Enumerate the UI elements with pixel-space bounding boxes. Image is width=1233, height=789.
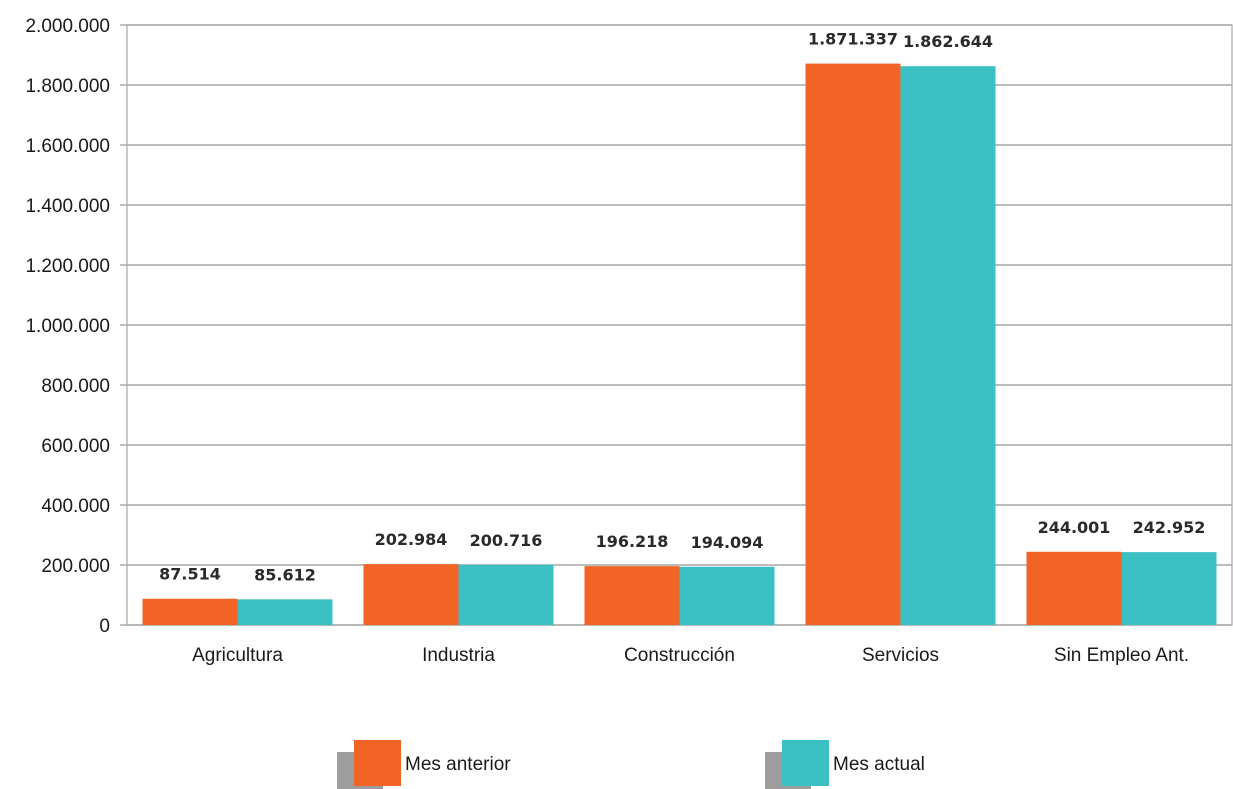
y-tick-label: 2.000.000 <box>25 16 110 37</box>
bars <box>142 63 1217 626</box>
bar-mes-anterior <box>1026 551 1122 625</box>
legend: Mes anterior Mes actual <box>337 740 925 789</box>
data-label: 242.952 <box>1133 518 1206 537</box>
legend-swatch-line <box>362 761 396 766</box>
bar-mes-anterior <box>142 598 238 625</box>
x-category-label: Industria <box>422 645 495 666</box>
data-label: 244.001 <box>1038 518 1111 537</box>
x-axis-category-labels: Agricultura Industria Construcción Servicio… <box>192 645 1189 666</box>
x-category-label: Servicios <box>862 645 939 666</box>
y-tick-label: 600.000 <box>41 436 110 457</box>
x-category-label: Agricultura <box>192 645 283 666</box>
legend-swatch-line <box>790 761 824 766</box>
bar-mes-anterior <box>805 63 901 626</box>
data-labels: 87.514 85.612 202.984 200.716 196.218 194.094… <box>159 30 1205 585</box>
y-tick-label: 0 <box>99 616 110 637</box>
bar-mes-actual <box>458 564 554 625</box>
legend-label: Mes actual <box>833 754 925 775</box>
data-label: 202.984 <box>375 530 448 549</box>
y-tick-label: 1.800.000 <box>25 76 110 97</box>
bar-mes-actual <box>237 599 333 625</box>
y-tick-label: 1.600.000 <box>25 136 110 157</box>
y-tick-label: 200.000 <box>41 556 110 577</box>
y-tick-label: 400.000 <box>41 496 110 517</box>
bar-mes-anterior <box>584 566 680 625</box>
y-tick-label: 1.200.000 <box>25 256 110 277</box>
y-tick-label: 1.400.000 <box>25 196 110 217</box>
bar-mes-anterior <box>363 564 459 625</box>
data-label: 87.514 <box>159 565 221 584</box>
x-category-label: Sin Empleo Ant. <box>1054 645 1189 666</box>
data-label: 1.862.644 <box>903 32 993 51</box>
x-category-label: Construcción <box>624 645 735 666</box>
data-label: 194.094 <box>691 533 764 552</box>
y-tick-label: 800.000 <box>41 376 110 397</box>
data-label: 1.871.337 <box>808 30 898 49</box>
legend-label: Mes anterior <box>405 754 511 775</box>
data-label: 196.218 <box>596 532 669 551</box>
bar-mes-actual <box>900 66 996 626</box>
bar-mes-actual <box>1121 552 1217 625</box>
data-label: 200.716 <box>470 531 543 550</box>
y-axis-tick-labels: 0 200.000 400.000 600.000 800.000 1.000.000 1.… <box>25 16 110 637</box>
y-tick-label: 1.000.000 <box>25 316 110 337</box>
data-label: 85.612 <box>254 565 316 584</box>
bar-mes-actual <box>679 566 775 625</box>
